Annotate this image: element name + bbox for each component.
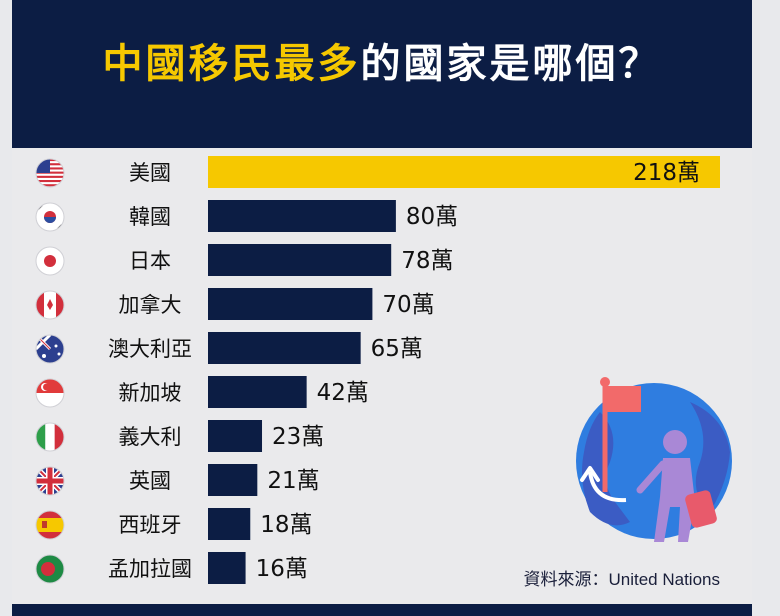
ca-flag-icon bbox=[35, 290, 65, 320]
category-label: 日本 bbox=[129, 249, 171, 273]
bar bbox=[208, 332, 361, 364]
value-label: 23萬 bbox=[272, 424, 324, 450]
es-flag-icon bbox=[35, 510, 65, 540]
value-label: 16萬 bbox=[256, 556, 308, 582]
value-label: 70萬 bbox=[382, 292, 434, 318]
bar bbox=[208, 200, 396, 232]
category-label: 新加坡 bbox=[119, 381, 182, 405]
value-label: 218萬 bbox=[633, 160, 700, 186]
bottom-strip bbox=[12, 604, 752, 616]
value-label: 21萬 bbox=[267, 468, 319, 494]
bd-flag-icon bbox=[35, 554, 65, 584]
bar bbox=[208, 244, 392, 276]
sg-flag-icon bbox=[35, 378, 65, 408]
bar bbox=[208, 552, 246, 584]
kr-flag-icon bbox=[35, 202, 65, 232]
category-label: 西班牙 bbox=[119, 513, 182, 537]
category-label: 義大利 bbox=[119, 425, 182, 449]
bar bbox=[208, 508, 251, 540]
header: 中國移民最多的國家是哪個？ bbox=[12, 0, 752, 148]
category-label: 韓國 bbox=[129, 205, 171, 229]
title-rest: 的國家是哪個？ bbox=[360, 41, 662, 87]
bar bbox=[208, 420, 263, 452]
bar bbox=[208, 464, 258, 496]
us-flag-icon bbox=[35, 158, 65, 188]
source-note: 資料來源：United Nations bbox=[523, 570, 720, 589]
it-flag-icon bbox=[35, 422, 65, 452]
title-highlight: 中國移民最多 bbox=[102, 41, 361, 87]
bar bbox=[208, 288, 373, 320]
category-label: 加拿大 bbox=[119, 293, 182, 317]
value-label: 78萬 bbox=[401, 248, 453, 274]
category-label: 澳大利亞 bbox=[108, 337, 192, 361]
category-label: 美國 bbox=[129, 161, 171, 185]
value-label: 80萬 bbox=[406, 204, 458, 230]
value-label: 42萬 bbox=[317, 380, 369, 406]
left-frame bbox=[0, 0, 12, 616]
bar bbox=[208, 156, 720, 188]
gb-flag-icon bbox=[35, 466, 65, 496]
page-title: 中國移民最多的國家是哪個？ bbox=[103, 31, 662, 89]
migration-illustration bbox=[576, 377, 732, 542]
jp-flag-icon bbox=[35, 246, 65, 276]
right-frame bbox=[752, 0, 780, 616]
bar bbox=[208, 376, 307, 408]
value-label: 65萬 bbox=[371, 336, 423, 362]
au-flag-icon bbox=[35, 334, 65, 364]
category-label: 孟加拉國 bbox=[108, 557, 192, 581]
chart-panel: 美國 218萬韓國 80萬日本 78萬加拿大 70萬澳大利亞 65萬新加坡 42萬義大利 23… bbox=[12, 148, 752, 604]
category-label: 英國 bbox=[129, 469, 171, 493]
value-label: 18萬 bbox=[260, 512, 312, 538]
